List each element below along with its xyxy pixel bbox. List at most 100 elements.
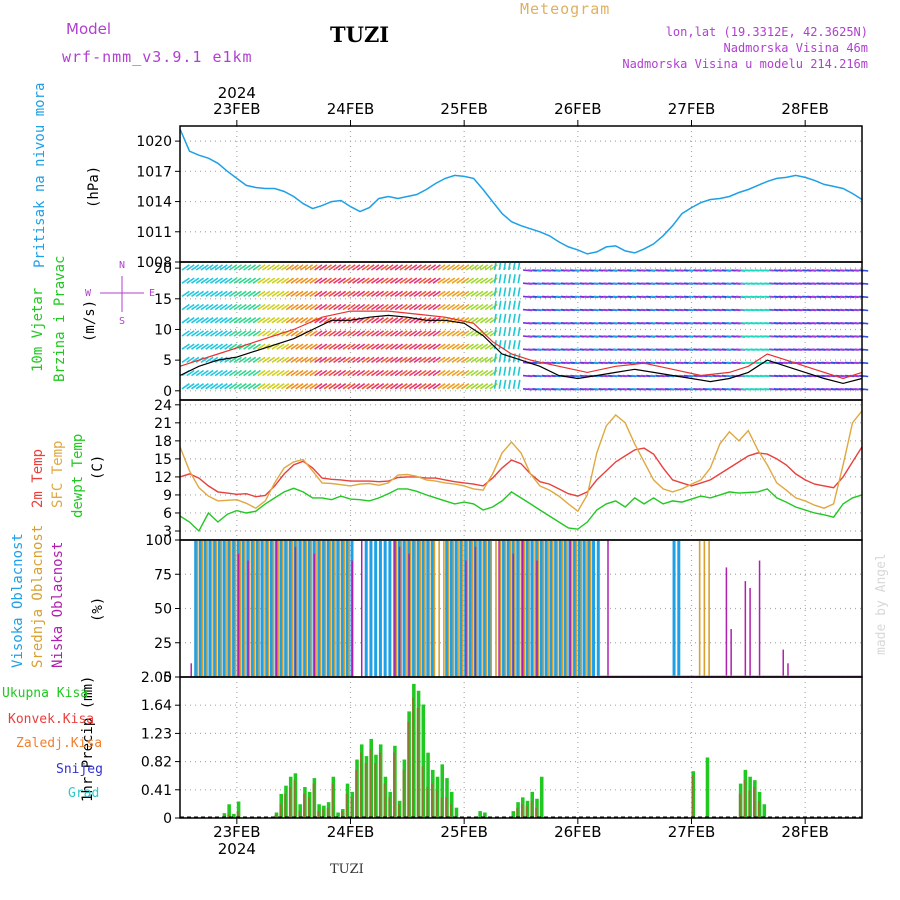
wind-barb <box>385 303 394 311</box>
wind-barb <box>408 264 418 271</box>
wind-barb <box>508 300 512 310</box>
high-cloud-bar <box>203 540 207 677</box>
wind-barb <box>394 290 404 298</box>
wind-barb <box>493 300 497 310</box>
wind-barb <box>508 313 512 323</box>
wind-barb <box>460 369 470 377</box>
wind-barb <box>276 317 285 324</box>
wind-barb <box>446 330 456 337</box>
precip-conv-bar <box>227 814 230 818</box>
low-cloud-bar <box>313 553 316 677</box>
wind-barb <box>266 317 276 324</box>
high-cloud-bar <box>227 540 231 677</box>
wind-barb <box>195 369 205 377</box>
high-cloud-bar <box>232 540 236 677</box>
wind-barb <box>276 303 285 311</box>
mid-cloud-bar <box>305 540 308 677</box>
wind-barb <box>309 343 318 350</box>
mid-cloud-bar <box>452 540 455 677</box>
wind-barb <box>252 290 261 298</box>
wind-barb <box>460 343 470 350</box>
wind-barb <box>290 383 299 390</box>
wind-barb <box>418 290 427 298</box>
wind-barb <box>337 290 347 298</box>
wind-barb <box>442 369 451 377</box>
mid-cloud-bar <box>570 540 573 677</box>
mid-cloud-bar <box>514 540 516 677</box>
temp-unit: (C) <box>90 454 106 480</box>
wind-barb <box>446 290 456 298</box>
wind-barb <box>413 356 422 364</box>
wind-barb <box>309 277 318 284</box>
temp-line <box>179 446 863 498</box>
wind-barb <box>413 317 422 324</box>
wind-barb <box>247 343 257 350</box>
wind-barb <box>243 264 252 271</box>
wind-barb <box>243 277 252 284</box>
wind-barb <box>375 369 385 377</box>
mid-cloud-bar <box>291 540 294 677</box>
wind-barb <box>318 330 328 337</box>
precip-conv-bar <box>516 807 519 818</box>
high-cloud-ylabel: Visoka Oblacnost <box>10 533 26 668</box>
temp-tick-label: 3 <box>163 524 172 540</box>
wind-barb <box>356 330 366 337</box>
wind-barb <box>295 317 304 324</box>
wind-barb <box>517 287 521 297</box>
wind-barb <box>252 383 261 390</box>
low-cloud-bar <box>398 546 401 677</box>
wind-barb <box>295 277 304 284</box>
high-cloud-bar <box>341 540 345 677</box>
wind-barb <box>342 277 351 284</box>
wind-barb <box>404 369 413 377</box>
wind-barb <box>238 277 247 284</box>
wind-barb <box>370 264 380 271</box>
high-cloud-bar <box>478 540 482 677</box>
wind-barb <box>446 264 456 271</box>
wind-barb <box>385 277 394 284</box>
date-label-bottom: 27FEB <box>668 823 715 841</box>
mid-cloud-bar <box>277 540 279 677</box>
low-cloud-bar <box>474 546 477 677</box>
mid-cloud-bar <box>286 540 289 677</box>
wind-barb <box>195 330 205 337</box>
wind-barb <box>276 264 285 271</box>
wind-barb <box>200 303 209 311</box>
wind-barb <box>328 303 337 311</box>
wind-barb <box>475 303 484 311</box>
wind-barb <box>470 356 479 364</box>
wind-barb <box>503 274 507 284</box>
high-cloud-bar <box>558 540 562 677</box>
wind-barb <box>512 274 516 284</box>
wind-barb <box>205 356 214 364</box>
precip-conv-bar <box>312 783 315 818</box>
wind-barb <box>517 300 521 310</box>
wind-barb <box>191 330 200 337</box>
high-cloud-bar <box>378 540 382 677</box>
wind-barb <box>228 290 238 298</box>
mid-cloud-bar <box>523 540 526 677</box>
wind-barb <box>281 264 290 271</box>
wind-barb <box>318 264 328 271</box>
wind-barb <box>243 330 252 337</box>
precip-total-bar <box>454 807 459 818</box>
wind-barb <box>333 264 342 271</box>
mid-cloud-bar <box>466 540 469 677</box>
wind-barb <box>437 303 446 311</box>
wind-barb <box>195 317 205 324</box>
mid-cloud-bar <box>580 540 583 677</box>
wind-barb <box>276 383 285 390</box>
wind-barb <box>399 317 408 324</box>
mid-cloud-bar <box>556 540 559 677</box>
wind-barb <box>366 330 375 337</box>
wind-barb <box>224 264 233 271</box>
wind-barbs-layer <box>181 260 869 391</box>
wind-barb <box>475 277 484 284</box>
wind-barb <box>389 356 399 364</box>
wind-barb <box>399 356 408 364</box>
wind-barb <box>281 317 290 324</box>
wind-barb <box>252 369 261 377</box>
wind-barb <box>186 343 195 350</box>
wind-barb <box>219 264 228 271</box>
wind-barb <box>309 330 318 337</box>
